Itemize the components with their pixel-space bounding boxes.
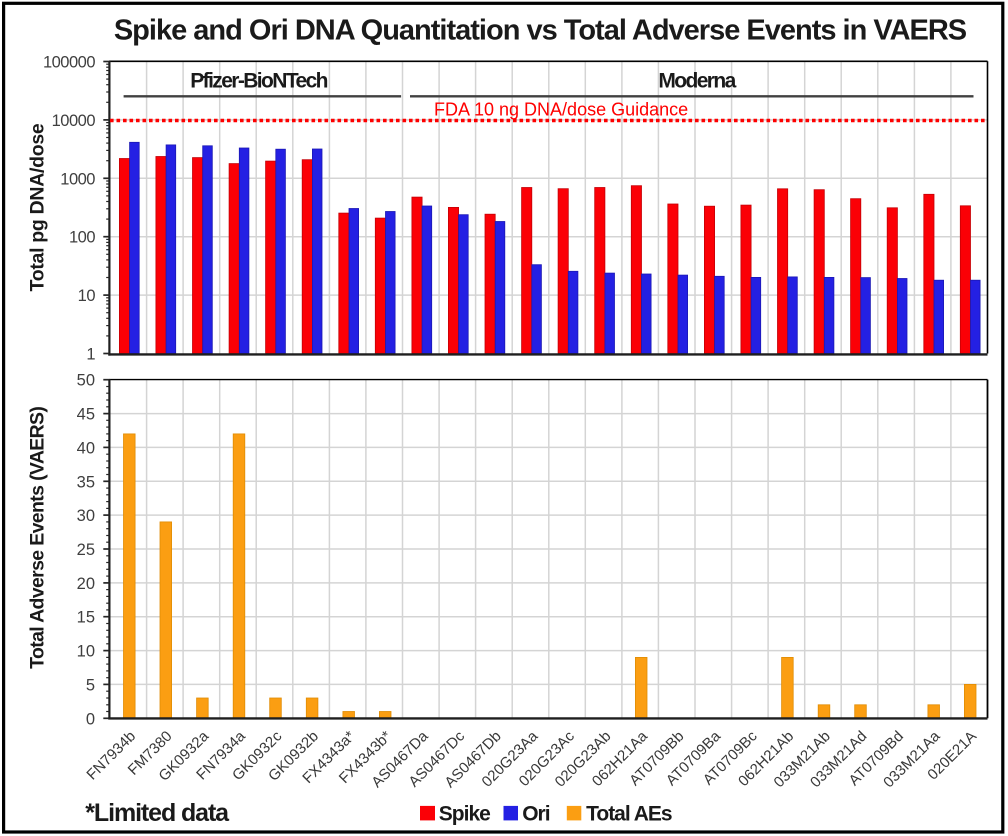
svg-text:0: 0 xyxy=(86,710,95,728)
svg-text:*Limited data: *Limited data xyxy=(85,799,230,827)
svg-text:Spike: Spike xyxy=(439,802,490,825)
svg-text:1000: 1000 xyxy=(60,170,95,188)
svg-text:50: 50 xyxy=(77,372,95,390)
svg-text:30: 30 xyxy=(77,507,95,525)
svg-text:100: 100 xyxy=(69,229,95,247)
svg-text:15: 15 xyxy=(77,609,95,627)
svg-text:Pfizer-BioNTech: Pfizer-BioNTech xyxy=(190,70,327,93)
svg-text:100000: 100000 xyxy=(43,54,95,72)
svg-text:Total Adverse Events (VAERS): Total Adverse Events (VAERS) xyxy=(27,407,49,669)
svg-text:Ori: Ori xyxy=(522,802,550,825)
svg-text:FDA 10 ng DNA/dose Guidance: FDA 10 ng DNA/dose Guidance xyxy=(434,99,688,119)
svg-text:Total pg DNA/dose: Total pg DNA/dose xyxy=(27,123,49,291)
svg-text:10: 10 xyxy=(77,643,95,661)
svg-text:Moderna: Moderna xyxy=(658,70,736,93)
svg-text:45: 45 xyxy=(77,406,95,424)
svg-text:5: 5 xyxy=(86,676,95,694)
svg-text:20: 20 xyxy=(77,575,95,593)
svg-text:Spike and Ori DNA Quantitation: Spike and Ori DNA Quantitation vs Total … xyxy=(114,15,967,47)
svg-text:10: 10 xyxy=(78,287,96,305)
svg-text:40: 40 xyxy=(77,439,95,457)
svg-text:25: 25 xyxy=(77,541,95,559)
svg-text:1: 1 xyxy=(86,346,95,364)
svg-text:Total AEs: Total AEs xyxy=(586,802,672,825)
svg-text:10000: 10000 xyxy=(52,112,96,130)
svg-text:35: 35 xyxy=(77,473,95,491)
